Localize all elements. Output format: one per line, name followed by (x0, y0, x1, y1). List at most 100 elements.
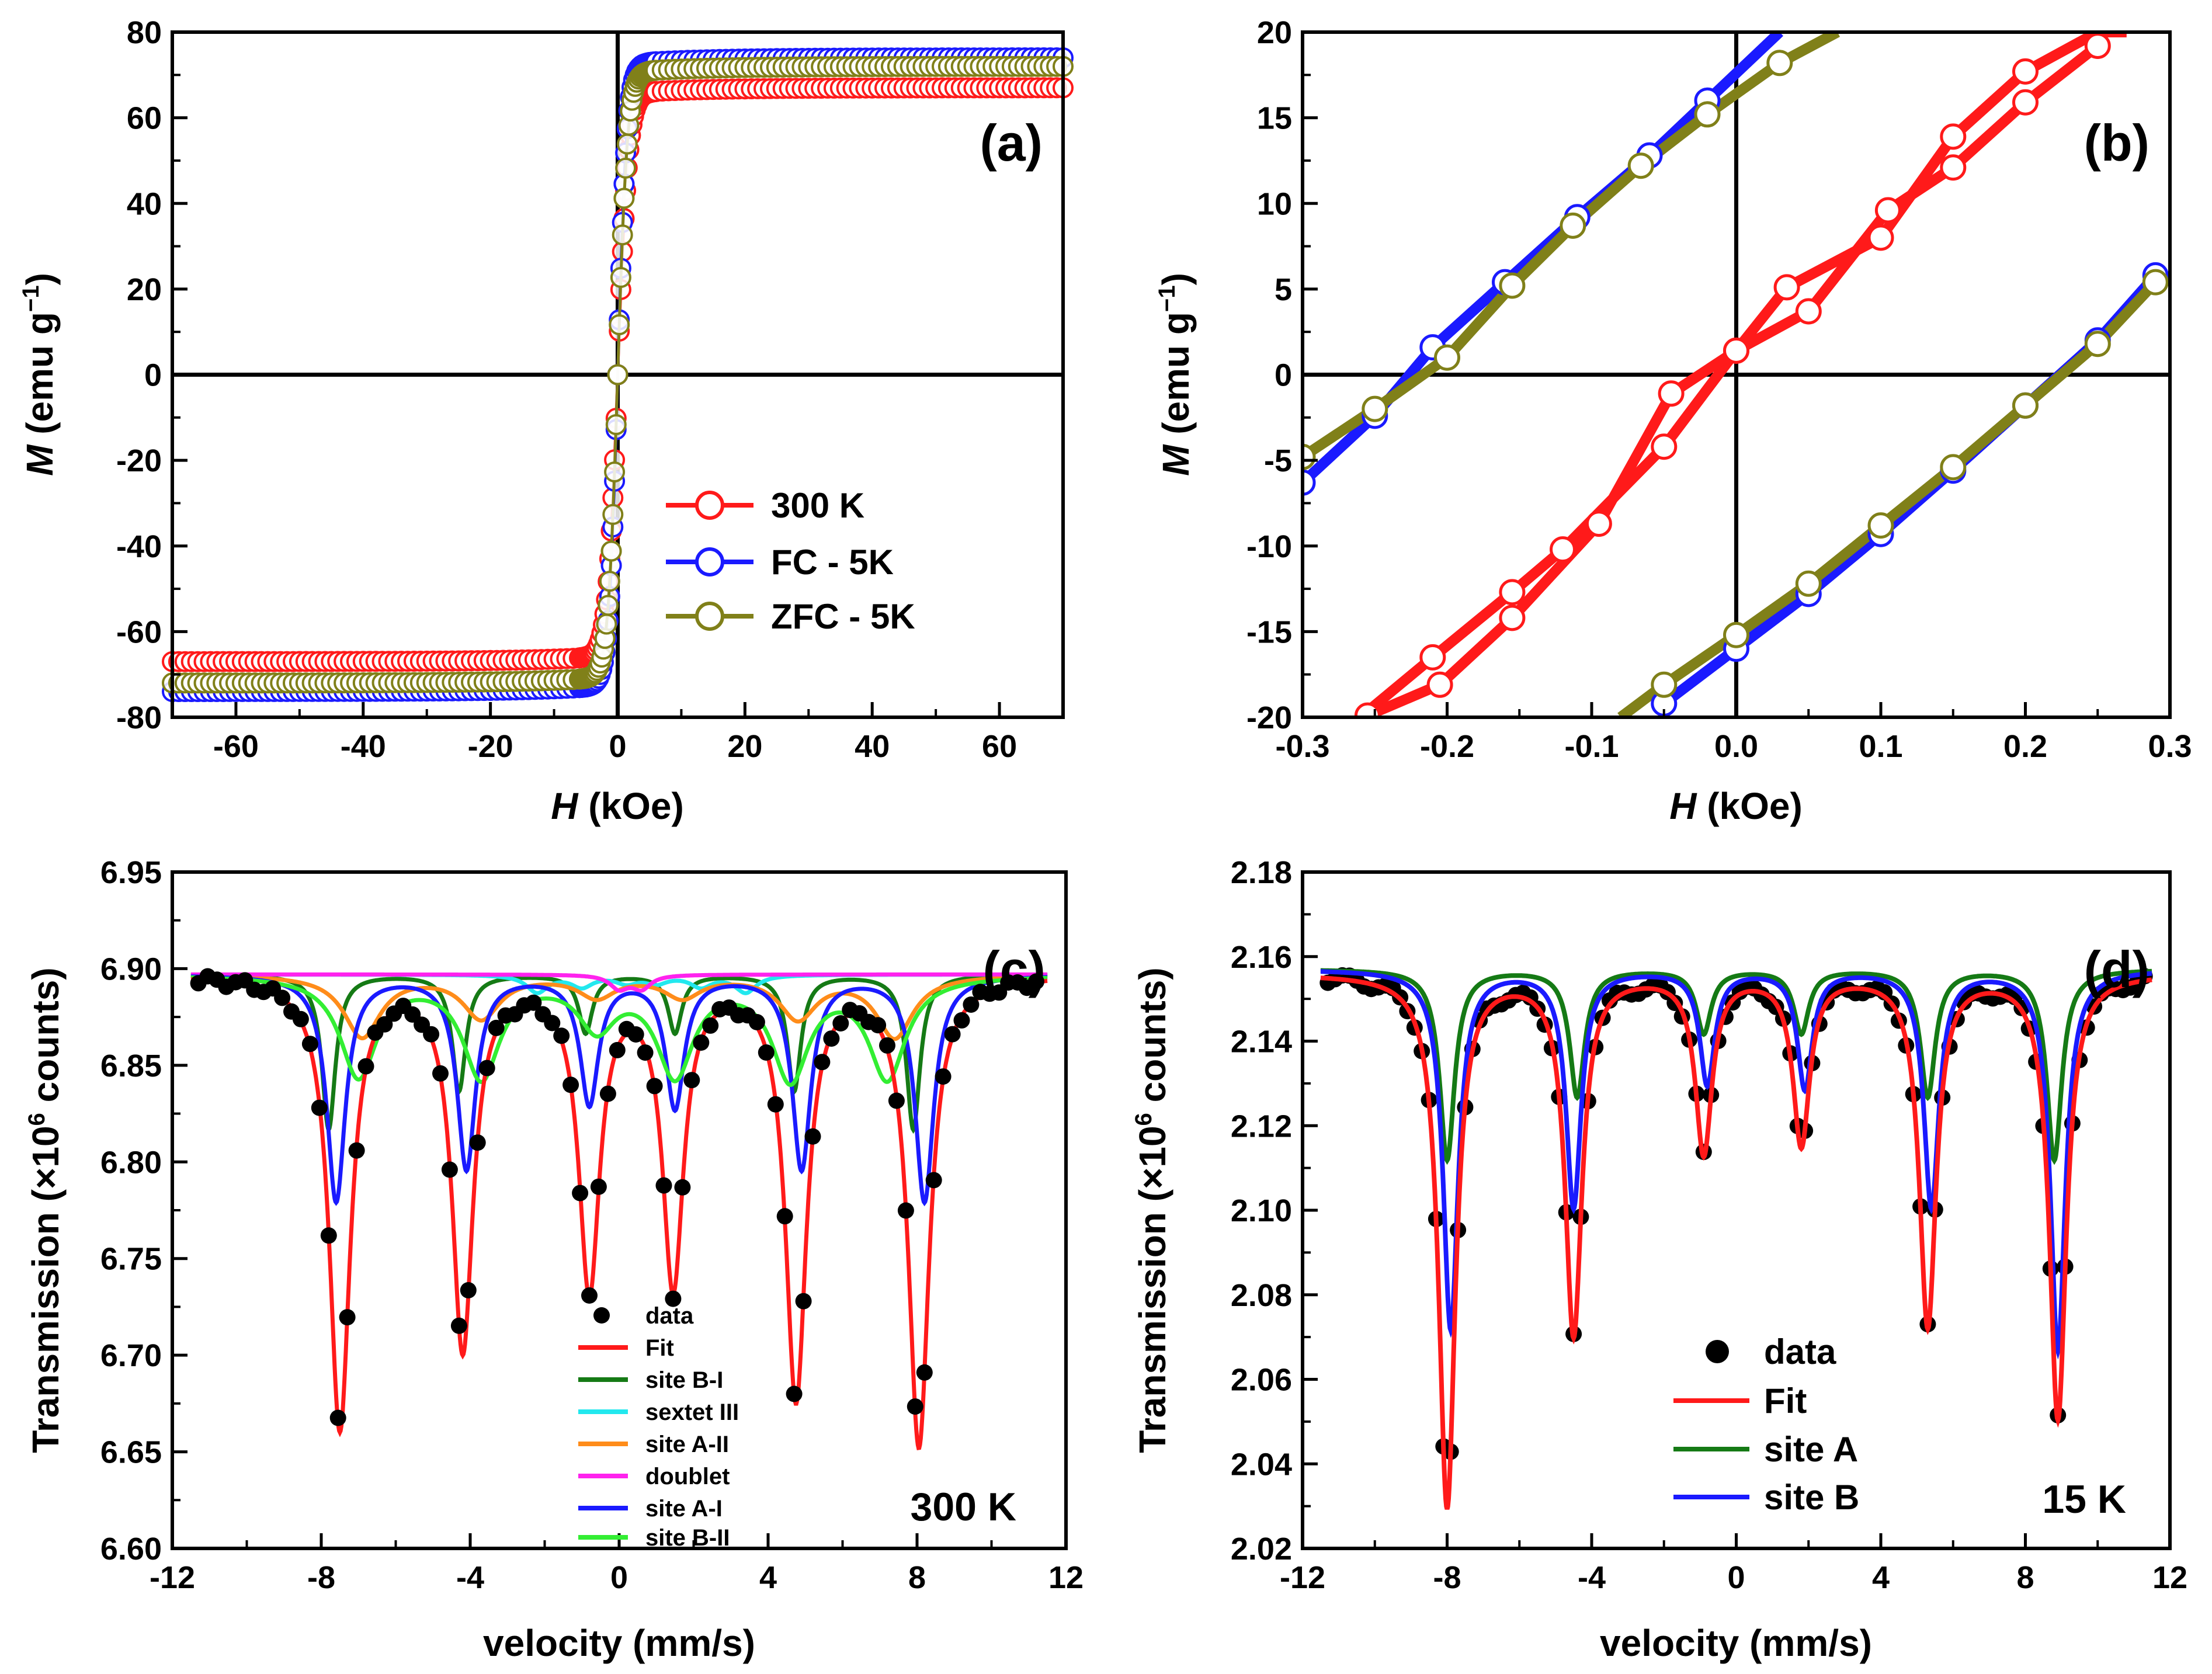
panel-a-plot-area (162, 32, 1074, 717)
panel-c-ytick-label: 6.75 (100, 1242, 162, 1277)
panel-c-data-point (916, 1364, 933, 1381)
panel-b-xtick-label: -0.1 (1564, 729, 1619, 764)
panel-c-data-point (907, 1398, 923, 1415)
panel-c-ytick-label: 6.60 (100, 1531, 162, 1567)
panel-c-data-point (311, 1099, 328, 1116)
panel-b-xtick-label: 0.1 (1859, 729, 1902, 764)
panel-c-data-point (1028, 973, 1044, 990)
legend-zfc5k-label: ZFC - 5K (771, 597, 915, 636)
panel-a-ytick-label: -40 (116, 529, 162, 564)
panel-c-component-4 (190, 974, 1048, 1207)
panel-a-xtick-label: 20 (727, 729, 762, 764)
panel-b-point-2 (1627, 152, 1654, 179)
panel-d-ticks: -12 -8 -4 0 4 8 12 2.02 2.04 2.06 2.08 2.10 2.12 2.14… (1231, 855, 2187, 1595)
panel-a-point-2 (609, 314, 630, 335)
legend-d-sitea-label: site A (1764, 1430, 1858, 1469)
panel-b-plot-area (1303, 32, 2170, 717)
panel-d: -12 -8 -4 0 4 8 12 2.02 2.04 2.06 2.08 2.10 2.12 2.14… (1131, 855, 2187, 1664)
panel-b-xtick-label: -0.2 (1420, 729, 1474, 764)
panel-b-ytick-label: 0 (1275, 358, 1292, 393)
panel-b-series-line-5 (1359, 41, 2101, 717)
panel-d-xlabel: velocity (mm/s) (1600, 1622, 1872, 1664)
panel-d-ytick-label: 2.16 (1231, 940, 1292, 975)
panel-b-point-4 (1550, 536, 1576, 563)
panel-b-series-group (1303, 32, 2170, 717)
legend-c-fit-label: Fit (645, 1335, 674, 1361)
panel-c-data-point (357, 1058, 374, 1075)
panel-b-point-2 (1694, 101, 1721, 128)
panel-a-xtick-label: -40 (341, 729, 386, 764)
panel-c-data-point (646, 1078, 663, 1095)
panel-a-ytick-label: -60 (116, 614, 162, 650)
panel-a-point-2 (605, 414, 627, 435)
panel-b-ytick-label: -5 (1264, 443, 1292, 478)
panel-b-point-5 (2084, 33, 2111, 59)
panel-c-data-point (935, 1068, 952, 1085)
panel-b-ytick-label: 5 (1275, 272, 1292, 307)
panel-b-point-2 (1362, 395, 1388, 422)
panel-b-xtick-label: 0.0 (1714, 729, 1758, 764)
panel-c-data-point (693, 1034, 710, 1051)
panel-b-xtick-label: -0.3 (1275, 729, 1329, 764)
panel-c-data-point (963, 996, 980, 1013)
panel-c-data-point (478, 1060, 495, 1076)
panel-c-ytick-label: 6.65 (100, 1435, 162, 1470)
legend-c-sitea1-label: site A-I (645, 1496, 723, 1522)
panel-d-xtick-label: 8 (2016, 1560, 2034, 1595)
panel-c-xtick-label: -8 (307, 1560, 335, 1595)
panel-c-data-point (823, 1030, 840, 1047)
panel-c-data-point (786, 1385, 803, 1402)
panel-c-data-point (674, 1179, 691, 1196)
panel-c-data-point (767, 1096, 784, 1113)
panel-c-xtick-label: 0 (610, 1560, 628, 1595)
panel-b-point-4 (1940, 123, 1967, 150)
panel-c-data-point (814, 1054, 831, 1071)
panel-b-xtick-label: 0.3 (2148, 729, 2192, 764)
panel-b-point-3 (1867, 512, 1894, 539)
panel-c-data-point (525, 994, 542, 1011)
panel-b-ticks: -0.3 -0.2 -0.1 0.0 0.1 0.2 0.3 -20 -15 -10 -5 0 5 10 1… (1246, 15, 2192, 764)
panel-a-point-2 (616, 133, 638, 155)
panel-d-ytick-label: 2.14 (1231, 1024, 1292, 1060)
panel-d-ytick-label: 2.02 (1231, 1531, 1292, 1567)
panel-c-ytick-label: 6.90 (100, 951, 162, 987)
panel-b-ytick-label: 20 (1257, 15, 1292, 50)
panel-b-point-0 (1303, 469, 1316, 496)
legend-c-data-label: data (645, 1303, 694, 1329)
panel-c-data-point (776, 1208, 793, 1225)
legend-d-data-label: data (1764, 1332, 1836, 1371)
panel-a-point-2 (598, 595, 619, 616)
panel-d-component-0 (1320, 968, 2152, 1165)
panel-c-data-point (627, 1026, 644, 1043)
panel-c-data-point (562, 1076, 579, 1093)
panel-b-point-3 (1723, 621, 1749, 648)
panel-a-ytick-label: 80 (127, 15, 162, 50)
panel-c-data-point (441, 1161, 458, 1178)
panel-c-data-point (748, 1014, 765, 1030)
panel-a-point-2 (604, 461, 626, 482)
panel-c-component-5 (190, 975, 1048, 1088)
panel-a-xlabel: H (kOe) (551, 785, 684, 827)
panel-c-data-point (469, 1134, 486, 1151)
panel-b-point-2 (1434, 344, 1460, 371)
panel-c-xtick-label: 12 (1048, 1560, 1084, 1595)
panel-c-data-point (292, 1010, 309, 1027)
legend-fc5k-marker (695, 547, 724, 576)
panel-c-data-point (432, 1065, 449, 1082)
panel-c-data-point (795, 1293, 812, 1310)
panel-b-ytick-label: -20 (1246, 700, 1292, 735)
panel-b-point-5 (1658, 380, 1685, 407)
panel-b-point-3 (2012, 392, 2039, 419)
panel-d-legend: data Fit site A site B (1673, 1332, 1859, 1517)
panel-b-point-5 (1940, 154, 1967, 181)
legend-300k-marker (695, 491, 724, 520)
panel-b-xtick-label: 0.2 (2003, 729, 2047, 764)
legend-300k-label: 300 K (771, 486, 864, 525)
panel-d-label: (d) (2084, 940, 2150, 998)
panel-b-ytick-label: -15 (1246, 614, 1292, 650)
panel-b-point-5 (1585, 510, 1612, 537)
panel-a-ytick-label: -80 (116, 700, 162, 735)
panel-a-point-2 (596, 613, 617, 635)
panel-a: -60 -40 -20 0 20 40 60 -80 -60 -40 -20 0 20 40 60 80 (a… (18, 15, 1074, 827)
